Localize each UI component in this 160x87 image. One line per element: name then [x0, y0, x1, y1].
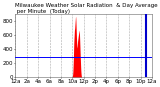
Text: Milwaukee Weather Solar Radiation  & Day Average  per Minute  (Today): Milwaukee Weather Solar Radiation & Day …	[15, 3, 158, 14]
